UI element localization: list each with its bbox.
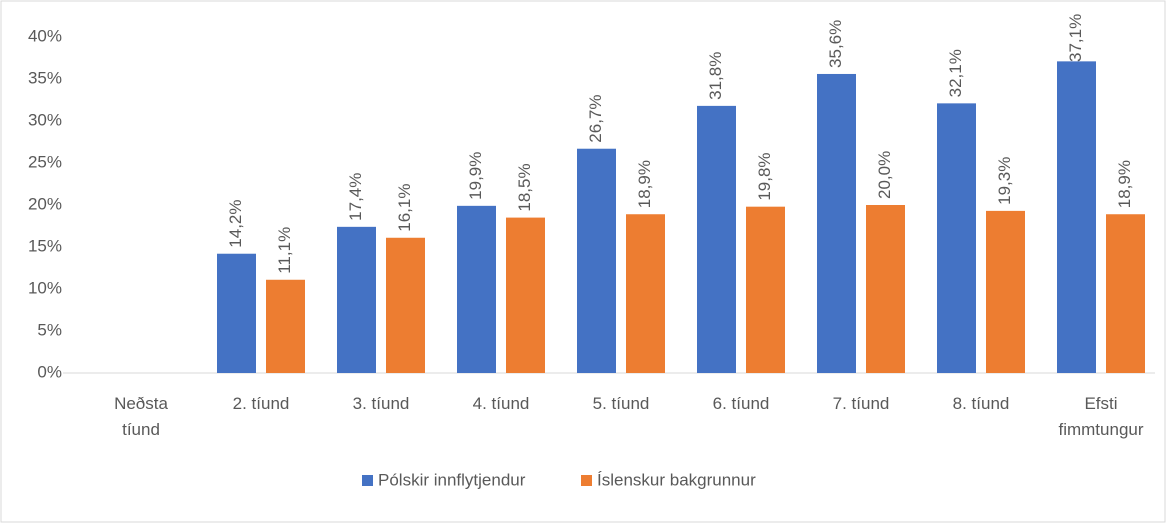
- y-tick-label: 0%: [37, 362, 62, 381]
- bar: [866, 205, 905, 373]
- bar: [817, 73, 856, 374]
- data-label: 18,9%: [635, 160, 654, 208]
- legend-swatch: [362, 475, 373, 486]
- x-tick-label: 2. tíund: [233, 394, 290, 413]
- data-label: 20,0%: [875, 151, 894, 199]
- y-tick-label: 10%: [28, 278, 62, 297]
- bar: [986, 210, 1025, 373]
- x-tick-label: 4. tíund: [473, 394, 530, 413]
- bar: [937, 103, 976, 374]
- legend-label: Pólskir innflytjendur: [378, 470, 526, 489]
- y-tick-label: 40%: [28, 26, 62, 45]
- bar: [386, 237, 425, 373]
- x-tick-label: 3. tíund: [353, 394, 410, 413]
- bar: [746, 206, 785, 373]
- data-label: 18,9%: [1115, 160, 1134, 208]
- data-label: 32,1%: [946, 49, 965, 97]
- data-label: 16,1%: [395, 184, 414, 232]
- y-tick-label: 5%: [37, 320, 62, 339]
- legend-swatch: [581, 475, 592, 486]
- data-label: 18,5%: [515, 163, 534, 211]
- data-label: 19,8%: [755, 152, 774, 200]
- bar: [1106, 214, 1145, 373]
- data-label: 19,9%: [466, 152, 485, 200]
- bar: [457, 205, 496, 373]
- data-label: 37,1%: [1066, 14, 1085, 62]
- data-label: 17,4%: [346, 173, 365, 221]
- data-label: 11,1%: [275, 227, 294, 274]
- data-label: 26,7%: [586, 95, 605, 143]
- x-tick-label: 6. tíund: [713, 394, 770, 413]
- y-tick-label: 30%: [28, 110, 62, 129]
- legend-label: Íslenskur bakgrunnur: [597, 470, 756, 489]
- data-label: 14,2%: [226, 200, 245, 248]
- x-tick-label: Neðsta tíund: [114, 394, 168, 439]
- x-tick-label: Efsti fimmtungur: [1058, 394, 1143, 439]
- bar: [577, 148, 616, 373]
- bar: [1057, 61, 1096, 374]
- x-tick-label: 5. tíund: [593, 394, 650, 413]
- y-tick-label: 35%: [28, 68, 62, 87]
- bar: [337, 226, 376, 373]
- data-label: 35,6%: [826, 20, 845, 68]
- bar: [626, 214, 665, 373]
- y-tick-label: 15%: [28, 236, 62, 255]
- bar: [697, 105, 736, 373]
- x-tick-label: 7. tíund: [833, 394, 890, 413]
- y-tick-label: 20%: [28, 194, 62, 213]
- y-tick-label: 25%: [28, 152, 62, 171]
- x-tick-label: 8. tíund: [953, 394, 1010, 413]
- data-label: 31,8%: [706, 52, 725, 100]
- bar: [266, 279, 305, 373]
- bar: [506, 217, 545, 373]
- data-label: 19,3%: [995, 157, 1014, 205]
- bar: [217, 253, 256, 373]
